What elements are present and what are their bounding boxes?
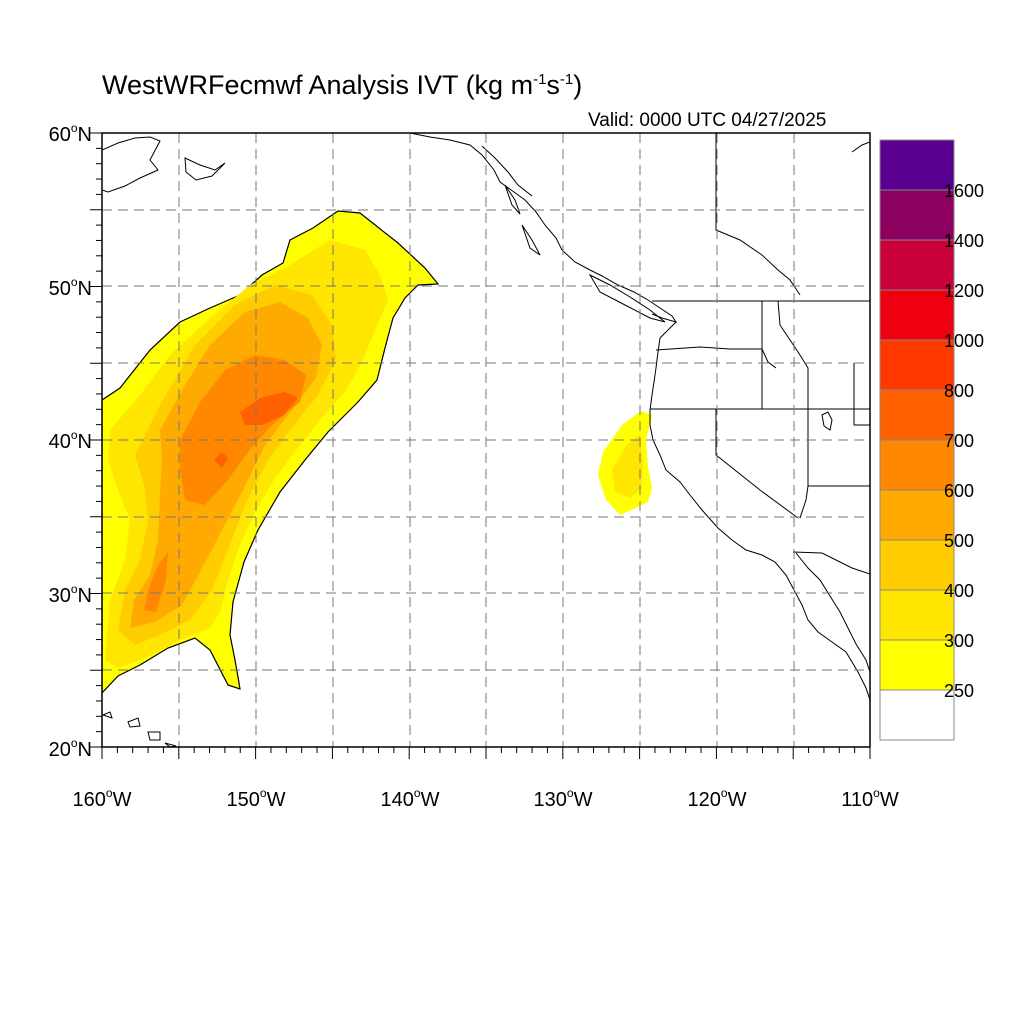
canada-interior <box>715 133 801 296</box>
chart-title: WestWRFecmwf Analysis IVT (kg m-1s-1) <box>102 70 583 100</box>
colorbar-box <box>879 589 955 641</box>
lon-axis-labels: 160oW 150oW 140oW 130oW 120oW 110oW <box>73 786 899 811</box>
lat-label-20n: 20oN <box>49 736 92 761</box>
lat-label-50n: 50oN <box>49 275 92 300</box>
lon-label-130w: 130oW <box>534 786 593 811</box>
us-mexico-border <box>792 551 870 575</box>
great-salt-lake <box>821 411 833 431</box>
ivt-contour-700 <box>240 392 298 425</box>
colorbar-box <box>879 389 955 441</box>
alaska-coast-east <box>409 133 678 323</box>
colorbar-label: 1600 <box>944 181 984 201</box>
ivt-river-west <box>102 210 440 694</box>
colorbar-label: 700 <box>944 431 974 451</box>
idaho-border <box>761 300 809 409</box>
colorbar-label: 300 <box>944 631 974 651</box>
lon-label-120w: 120oW <box>688 786 747 811</box>
ivt-contour-700b <box>214 452 228 468</box>
colorbar-box <box>879 339 955 391</box>
ca-nv-border <box>715 409 799 519</box>
valid-time-label: Valid: 0000 UTC 04/27/2025 <box>588 110 827 131</box>
colorbar-box <box>879 439 955 491</box>
lat-axis-labels: 60oN 50oN 40oN 30oN 20oN <box>49 121 92 761</box>
lon-label-140w: 140oW <box>381 786 440 811</box>
lat-label-30n: 30oN <box>49 582 92 607</box>
colorbar-label: 1400 <box>944 231 984 251</box>
graticule <box>102 133 870 747</box>
alaska-coast-islands <box>184 157 226 181</box>
az-nv-border <box>799 485 809 519</box>
colorbar-label: 250 <box>944 681 974 701</box>
lon-label-110w: 110oW <box>841 786 899 811</box>
axis-ticks <box>90 132 871 759</box>
colorbar-label: 400 <box>944 581 974 601</box>
ivt-contour-600 <box>180 355 306 505</box>
colorbar-box <box>879 189 955 241</box>
baja-east-coast <box>795 552 870 673</box>
lon-label-160w: 160oW <box>73 786 132 811</box>
colorbar-box <box>879 639 955 691</box>
colorbar-box <box>879 239 955 291</box>
lat-label-60n: 60oN <box>49 121 92 146</box>
alaska-coast-west <box>102 136 161 193</box>
utah-border <box>807 363 870 487</box>
lon-label-150w: 150oW <box>227 786 286 811</box>
colorbar-label: 600 <box>944 481 974 501</box>
us-west-coast <box>649 321 870 701</box>
colorbar: 250 300 400 500 600 700 800 1000 1200 1400 1600 <box>879 139 984 741</box>
bc-islands <box>504 184 666 323</box>
alaska-canada-border <box>481 145 533 197</box>
colorbar-box <box>879 539 955 591</box>
colorbar-box <box>879 289 955 341</box>
ivt-contour-300-coastal <box>612 434 643 498</box>
colorbar-box <box>879 139 955 191</box>
ivt-contour-600b <box>144 552 168 612</box>
hudson-coast <box>851 141 870 153</box>
colorbar-label: 1000 <box>944 331 984 351</box>
ivt-river-coastal <box>598 411 652 515</box>
hawaii-islands <box>102 711 177 747</box>
colorbar-label: 500 <box>944 531 974 551</box>
colorbar-box <box>879 489 955 541</box>
lat-label-40n: 40oN <box>49 428 92 453</box>
colorbar-box <box>879 689 955 741</box>
wa-or-border <box>655 346 777 369</box>
colorbar-label: 800 <box>944 381 974 401</box>
colorbar-label: 1200 <box>944 281 984 301</box>
coastlines <box>102 133 870 747</box>
